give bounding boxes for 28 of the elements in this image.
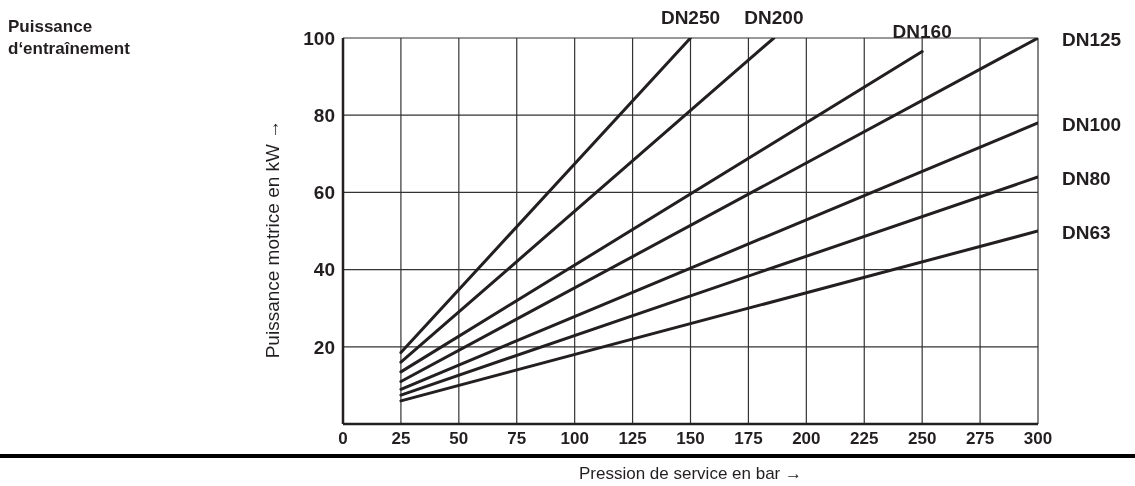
x-tick-label: 50 [449,429,469,449]
x-tick-label: 25 [391,429,411,449]
y-tick-label: 20 [313,336,335,358]
x-tick-label: 200 [792,429,821,449]
series-label: DN250 [660,7,721,28]
series-label: DN100 [1062,113,1122,135]
x-tick-label: 225 [850,429,879,449]
x-tick-label: 150 [676,429,705,449]
x-tick-label: 100 [560,429,589,449]
y-tick-label: 40 [313,259,335,281]
series-label: DN200 [744,7,804,28]
x-tick-label: 75 [507,429,527,449]
series-label: DN160 [892,20,952,42]
text: Puissance d‘entraînement [8,16,131,60]
series-label: DN125 [1062,29,1122,50]
y-tick-label: 60 [313,182,335,204]
y-axis-title: Puissance motrice en kW → [262,119,284,359]
x-tick-label: 300 [1023,429,1053,449]
series-label: DN80 [1062,167,1111,189]
x-tick-label: 250 [907,429,937,449]
series-label: DN63 [1062,222,1111,243]
x-tick-label: 275 [965,429,995,449]
x-tick-label: 125 [618,429,647,449]
y-tick-label: 80 [313,104,335,126]
x-tick-label: 0 [338,429,348,449]
x-tick-label: 175 [734,429,763,449]
y-tick-label: 100 [303,27,335,49]
x-axis-title: Pression de service en bar → [578,464,803,484]
